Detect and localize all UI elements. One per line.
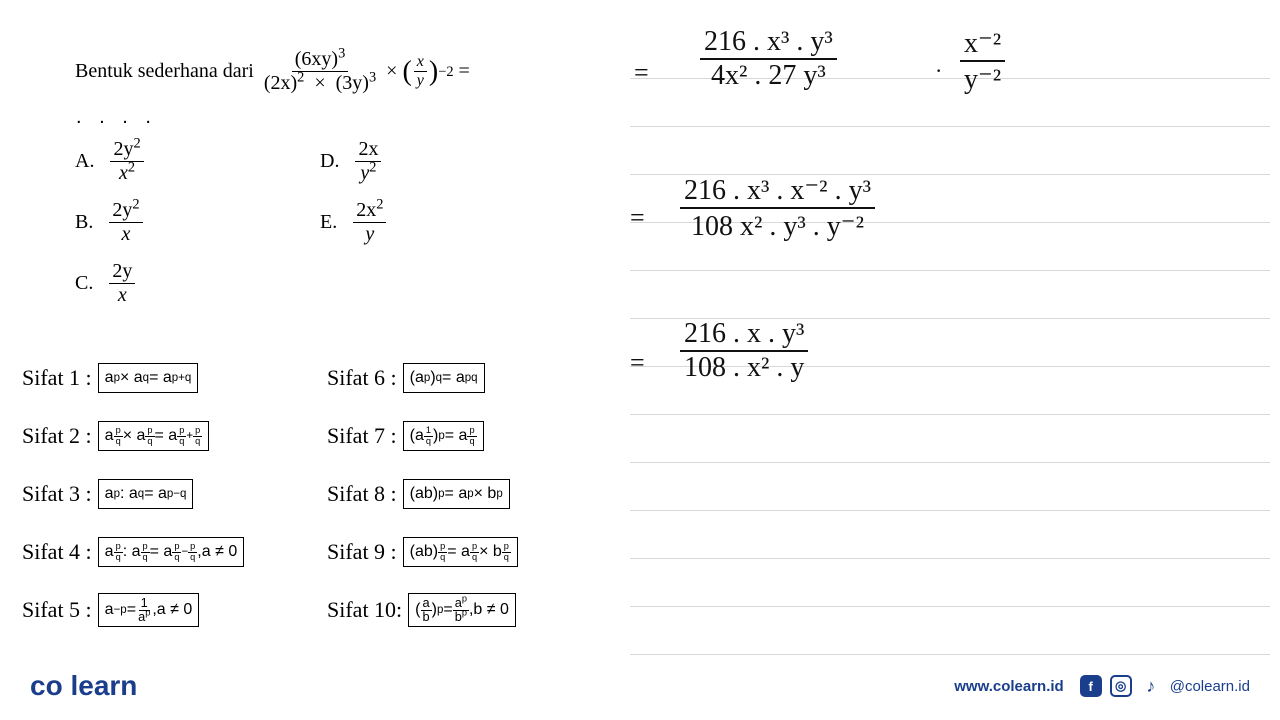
question-lead: Bentuk sederhana dari [75,60,254,83]
choice-E-label: E. [320,211,337,234]
hw-line3-frac: 216 . x . y³ 108 . x² . y [680,318,808,384]
hw-line1-frac1: 216 . x³ . y³ 4x² . 27 y³ [700,26,837,92]
sifat-5-label: Sifat 5 : [22,597,92,623]
sifat-10-box: (ab)p = apbp ,b ≠ 0 [408,593,516,628]
choice-B-label: B. [75,211,93,234]
question-text: Bentuk sederhana dari (6xy)3 (2x)2 × (3y… [75,48,470,95]
sifat-1-box: ap× aq = ap+q [98,363,199,393]
sifat-10-label: Sifat 10: [327,597,402,623]
sifat-2-label: Sifat 2 : [22,423,92,449]
question-dots: . . . . [76,106,157,129]
question-side-fraction: x y [414,53,427,90]
sifat-9-box: (ab)pq = apq× bpq [403,537,518,567]
facebook-icon: f [1080,675,1102,697]
ruled-line [630,414,1270,415]
handwriting-workspace: = 216 . x³ . y³ 4x² . 27 y³ · x⁻² y⁻² = … [630,28,1270,648]
hw-eq1: = [634,58,649,88]
choice-A: 2y2 x2 [110,138,143,185]
choice-E: 2x2 y [353,199,386,246]
sifat-2-box: apq × apq = apq+pq [98,421,210,451]
sifat-8-box: (ab)p = ap × bp [403,479,510,509]
ruled-line [630,462,1270,463]
choice-D: 2x y2 [355,138,381,185]
sifat-7-box: (a1q)p = apq [403,421,484,451]
hw-eq2: = [630,203,645,233]
hw-eq3: = [630,348,645,378]
hw-line2-frac: 216 . x³ . x⁻² . y³ 108 x² . y³ . y⁻² [680,173,875,243]
question-main-fraction: (6xy)3 (2x)2 × (3y)3 [261,48,379,95]
ruled-line [630,606,1270,607]
footer-handle: @colearn.id [1170,678,1250,695]
sifat-5-box: a−p = 1ap ,a ≠ 0 [98,593,200,628]
sifat-3-box: ap : aq = ap−q [98,479,194,509]
sifat-rules: Sifat 1 :ap× aq = ap+q Sifat 2 :apq × ap… [22,354,518,644]
ruled-line [630,654,1270,655]
sifat-3-label: Sifat 3 : [22,481,92,507]
ruled-line [630,510,1270,511]
ruled-line [630,558,1270,559]
footer-url: www.colearn.id [954,678,1063,695]
sifat-1-label: Sifat 1 : [22,365,92,391]
hw-dot: · [935,58,942,84]
sifat-6-label: Sifat 6 : [327,365,397,391]
sifat-9-label: Sifat 9 : [327,539,397,565]
answer-choices: A. 2y2 x2 D. 2x y2 B. 2y2 x E. 2x2 [75,138,388,321]
choice-C-label: C. [75,272,93,295]
tiktok-icon: ♪ [1140,675,1162,697]
ruled-line [630,126,1270,127]
choice-D-label: D. [320,150,339,173]
sifat-8-label: Sifat 8 : [327,481,397,507]
choice-B: 2y2 x [109,199,142,246]
footer: co learn www.colearn.id f ◎ ♪ @colearn.i… [0,670,1280,702]
sifat-7-label: Sifat 7 : [327,423,397,449]
sifat-6-box: (ap)q = apq [403,363,485,393]
choice-C: 2y x [109,260,135,307]
choice-A-label: A. [75,150,94,173]
sifat-4-box: apq : apq = apq−pq ,a ≠ 0 [98,537,245,567]
colearn-logo: co learn [30,670,137,702]
ruled-line [630,270,1270,271]
hw-line1-frac2: x⁻² y⁻² [960,26,1005,96]
sifat-4-label: Sifat 4 : [22,539,92,565]
instagram-icon: ◎ [1110,675,1132,697]
